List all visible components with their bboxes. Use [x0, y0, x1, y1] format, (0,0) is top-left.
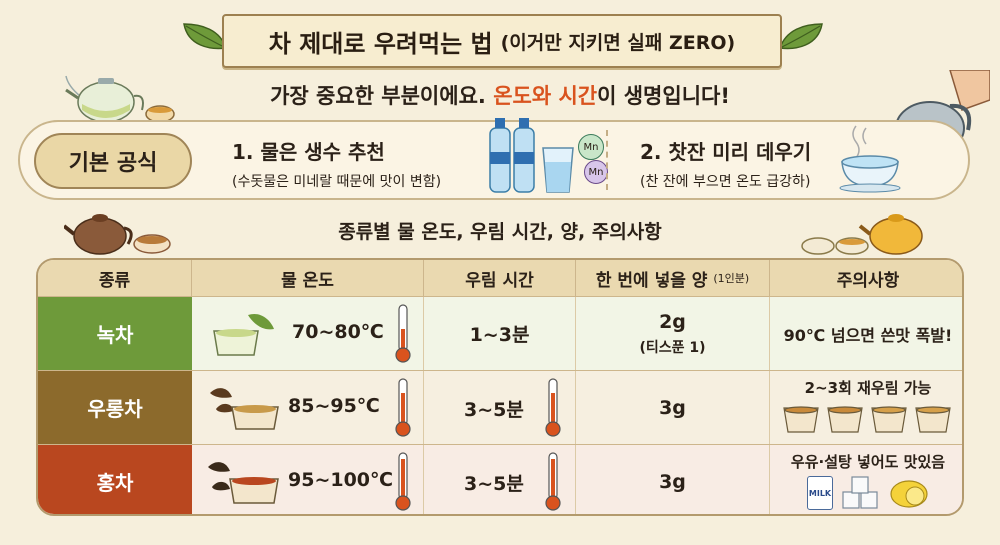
row-temp: 70~80℃: [192, 297, 424, 370]
row-time: 3~5분: [424, 445, 576, 514]
mineral-badge-1: Mn: [578, 134, 604, 160]
header-amount-label: 한 번에 넣을 양: [595, 270, 708, 291]
row-caution: 우유·설탕 넣어도 맛있음 MILK: [770, 445, 962, 514]
mineral-badge-2: Mn: [584, 160, 608, 184]
row-type: 우롱차: [38, 371, 192, 444]
leaf-right-icon: [778, 23, 823, 50]
row-type: 녹차: [38, 297, 192, 370]
glass-teapot-icon: [65, 75, 175, 123]
row-time: 3~5분: [424, 371, 576, 444]
row-caution: 2~3회 재우림 가능: [770, 371, 962, 444]
thermometer-icon: [395, 452, 411, 511]
header-type: 종류: [38, 260, 192, 296]
formula-divider: [606, 130, 608, 190]
thermometer-icon: [545, 378, 561, 437]
thermometer-icon: [395, 378, 411, 437]
row-caution-text: 2~3회 재우림 가능: [804, 379, 932, 397]
formula-item-1-sub: (수돗물은 미네랄 때문에 맛이 변함): [232, 174, 442, 190]
row-caution: 90℃ 넘으면 쓴맛 폭발!: [783, 325, 953, 345]
formula-item-1-title: 1. 물은 생수 추천: [232, 140, 385, 164]
row-time-value: 3~5분: [464, 399, 524, 421]
row-temp: 85~95℃: [192, 371, 424, 444]
row-type: 홍차: [38, 445, 192, 514]
header-time: 우림 시간: [424, 260, 576, 296]
formula-item-1: 1. 물은 생수 추천 (수돗물은 미네랄 때문에 맛이 변함): [232, 136, 441, 191]
formula-item-2-title: 2. 찻잔 미리 데우기: [640, 140, 812, 164]
sugar-cubes-icon: [842, 476, 878, 509]
row-time: 1~3분: [424, 297, 576, 370]
formula-item-2: 2. 찻잔 미리 데우기 (찬 잔에 부으면 온도 급강하): [640, 136, 811, 191]
thermometer-icon: [545, 452, 561, 511]
subtitle: 가장 중요한 부분이에요. 온도와 시간이 생명입니다!: [0, 80, 1000, 110]
row-amount: 2g (티스푼 1): [576, 297, 770, 370]
black-tea-cup-icon: [208, 462, 279, 504]
row-temp-value: 85~95℃: [288, 395, 380, 417]
table-row: 녹차 70~80℃ 1~3분 2g (티스푼 1) 90℃ 넘으면 쓴맛 폭발!: [38, 296, 962, 370]
warm-teacup-icon: [839, 125, 901, 193]
row-caution-text: 우유·설탕 넣어도 맛있음: [790, 453, 946, 471]
subtitle-highlight: 온도와 시간: [493, 84, 598, 108]
water-bottles-icon: [489, 118, 535, 193]
header-amount-note: (1인분): [713, 272, 750, 285]
row-temp-value: 95~100℃: [288, 469, 394, 491]
thermometer-icon: [395, 304, 411, 363]
row-time-value: 3~5분: [464, 473, 524, 495]
tea-table: 종류 물 온도 우림 시간 한 번에 넣을 양 (1인분) 주의사항 녹차 70…: [36, 258, 964, 516]
lemon-icon: [890, 480, 928, 508]
milk-sugar-lemon: MILK: [807, 476, 929, 510]
page-title-sub: (이거만 지키면 실패 ZERO): [500, 31, 736, 54]
oolong-tea-cup-icon: [210, 388, 279, 430]
header-caution: 주의사항: [770, 260, 962, 296]
water-glass-icon: [542, 147, 574, 193]
yellow-teapot-icon: [801, 214, 923, 255]
header-temp: 물 온도: [192, 260, 424, 296]
leaf-left-icon: [183, 23, 228, 50]
row-amount-value: 2g: [659, 310, 686, 333]
formula-item-2-sub: (찬 잔에 부으면 온도 급강하): [640, 174, 811, 190]
table-row: 홍차 95~100℃ 3~5분 3g 우유: [38, 444, 962, 514]
subtitle-post: 이 생명입니다!: [597, 84, 730, 108]
header-amount: 한 번에 넣을 양 (1인분): [576, 260, 770, 296]
reinfusion-cups-icon: [783, 406, 951, 433]
row-temp: 95~100℃: [192, 445, 424, 514]
row-amount: 3g: [576, 371, 770, 444]
subtitle-pre: 가장 중요한 부분이에요.: [270, 84, 494, 108]
clay-teapot-icon: [64, 214, 171, 255]
green-tea-cup-icon: [213, 313, 274, 356]
row-amount: 3g: [576, 445, 770, 514]
table-row: 우롱차 85~95℃ 3~5분 3g 2~: [38, 370, 962, 444]
milk-carton-icon: MILK: [807, 476, 833, 510]
basic-formula-label: 기본 공식: [34, 133, 192, 189]
row-amount-note: (티스푼 1): [639, 339, 706, 356]
section-title: 종류별 물 온도, 우림 시간, 양, 주의사항: [338, 221, 662, 243]
title-banner: 차 제대로 우려먹는 법 (이거만 지키면 실패 ZERO): [222, 14, 782, 68]
row-temp-value: 70~80℃: [292, 321, 384, 343]
page-title: 차 제대로 우려먹는 법: [268, 29, 493, 58]
